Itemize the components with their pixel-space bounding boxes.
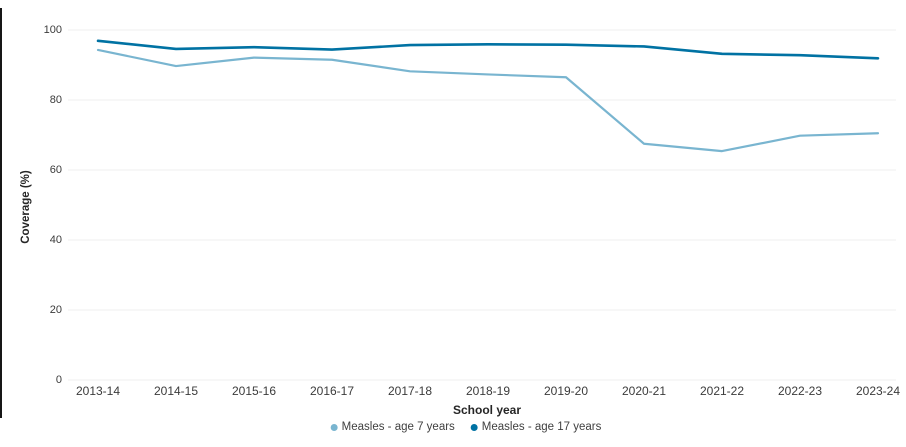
x-axis-title: School year (452, 403, 522, 417)
x-tick-label: 2021-22 (699, 384, 745, 398)
y-tick-label: 40 (49, 234, 62, 246)
x-tick-label: 2015-16 (231, 384, 277, 398)
y-tick-label: 0 (55, 374, 62, 386)
legend-item-age17: Measles - age 17 years (470, 421, 602, 433)
x-tick-label: 2023-24 (855, 384, 901, 398)
x-tick-label: 2014-15 (153, 384, 199, 398)
legend-item-label: Measles - age 17 years (481, 421, 602, 433)
series-line-age17 (96, 39, 880, 60)
x-tick-label: 2019-20 (543, 384, 589, 398)
x-tick-label: 2022-23 (777, 384, 823, 398)
x-tick-label: 2018-19 (465, 384, 511, 398)
x-tick-label: 2017-18 (387, 384, 433, 398)
series-lines (96, 39, 880, 153)
y-tick-label: 20 (49, 304, 62, 316)
legend-item-label: Measles - age 7 years (341, 421, 455, 433)
x-tick-label: 2013-14 (75, 384, 121, 398)
x-tick-label: 2020-21 (621, 384, 667, 398)
legend: Measles - age 7 years Measles - age 17 ye… (330, 421, 602, 433)
series-line-age7 (96, 48, 880, 153)
y-tick-label: 100 (43, 24, 62, 36)
y-axis-title: Coverage (%) (20, 170, 32, 244)
legend-item-age7: Measles - age 7 years (330, 421, 455, 433)
legend-dot-icon (330, 423, 338, 431)
y-tick-label: 60 (49, 164, 62, 176)
x-tick-label: 2016-17 (309, 384, 355, 398)
legend-dot-icon (470, 423, 478, 431)
y-tick-label: 80 (49, 94, 62, 106)
gridlines (68, 29, 896, 381)
left-border-line (0, 8, 2, 418)
